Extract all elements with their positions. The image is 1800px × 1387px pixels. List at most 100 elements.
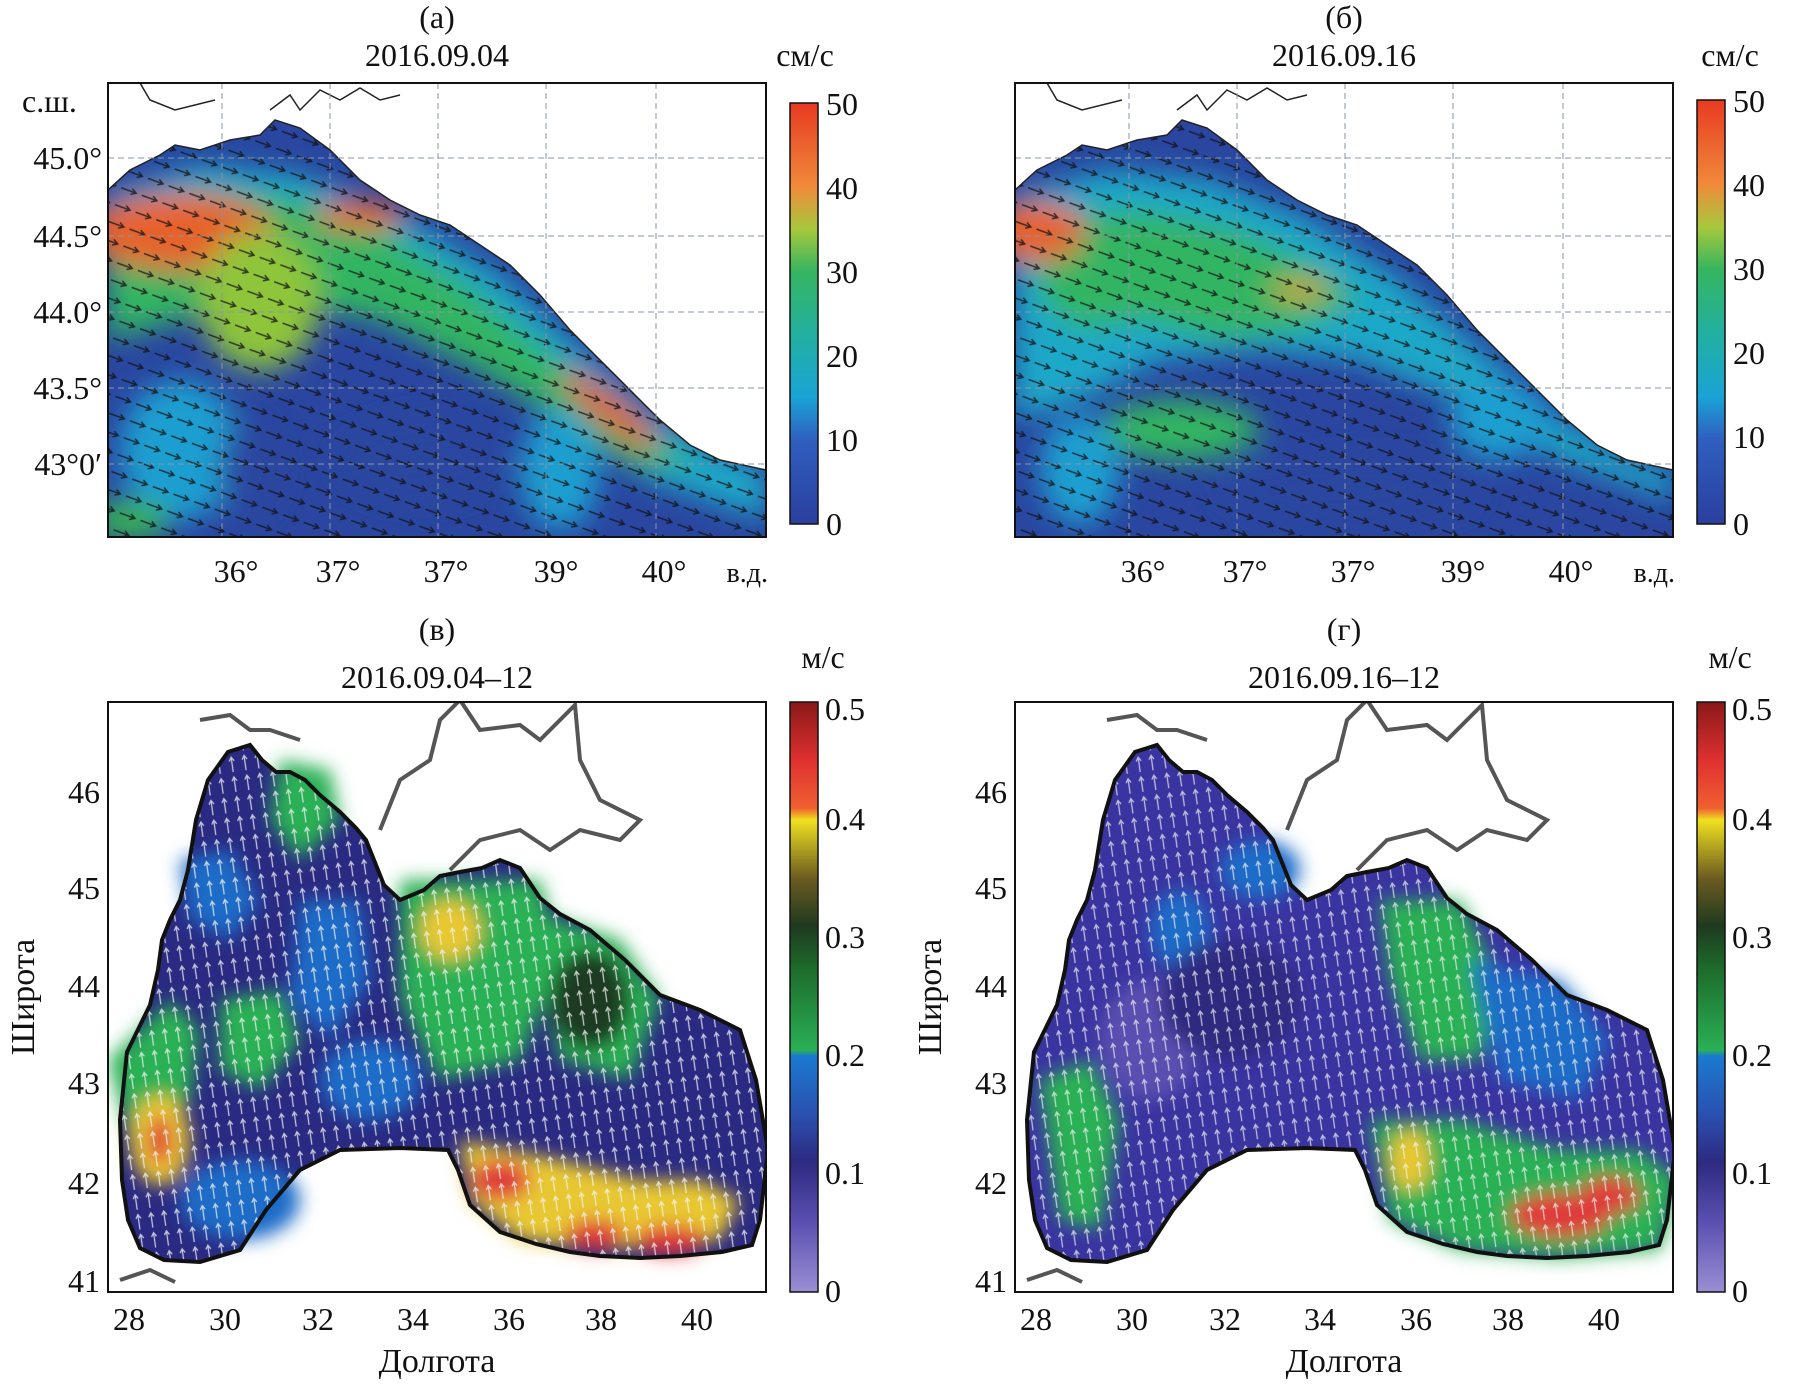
panel-c-xtick-5: 36	[493, 1301, 525, 1337]
panel-c-colorbar-tick-5: 0.1	[825, 1155, 865, 1191]
panel-a-gridlines	[108, 83, 766, 537]
panel-c-colorbar-tick-3: 0.3	[825, 919, 865, 955]
panel-a-xtick-5: 40°	[642, 553, 687, 589]
panel-c-xtick-4: 34	[397, 1301, 429, 1337]
panel-c-ytick-5: 42	[68, 1165, 100, 1201]
panel-b-xtick-1: 36°	[1121, 553, 1166, 589]
panel-b-xtick-2: 37°	[1223, 553, 1268, 589]
panel-c: (в) 2016.09.04–12	[5, 611, 865, 1380]
panel-b-xtick-4: 39°	[1441, 553, 1486, 589]
panel-d-xtick-6: 38	[1492, 1301, 1524, 1337]
panel-a-ytick-3: 44.0°	[33, 294, 102, 330]
panel-b-xtick-5: 40°	[1549, 553, 1594, 589]
panel-b-colorbar-tick-1: 50	[1733, 83, 1765, 119]
panel-c-colorbar-unit: м/с	[801, 639, 844, 675]
panel-b: (б) 2016.09.16	[1014, 0, 1765, 589]
panel-d-colorbar-tick-4: 0.2	[1732, 1037, 1772, 1073]
panel-a-colorbar: см/с 50 40 30 20 10 0	[776, 37, 858, 542]
panel-d-frame	[1014, 701, 1674, 1293]
panel-a-colorbar-tick-4: 20	[826, 338, 858, 374]
panel-b-lon-unit: в.д.	[1634, 558, 1675, 589]
panel-c-colorbar-tick-4: 0.2	[825, 1037, 865, 1073]
panel-d-colorbar-tick-3: 0.3	[1732, 919, 1772, 955]
panel-d-colorbar-tick-5: 0.1	[1732, 1155, 1772, 1191]
panel-a-colorbar-tick-2: 40	[826, 170, 858, 206]
panel-b-frame	[1014, 82, 1674, 538]
panel-c-colorbar-tick-6: 0	[825, 1273, 841, 1309]
panel-d-colorbar: м/с 0.5 0.4 0.3 0.2 0.1 0	[1696, 639, 1772, 1309]
panel-a-colorbar-tick-6: 0	[826, 506, 842, 542]
panel-a-ytick-1: 45.0°	[33, 140, 102, 176]
panel-a-label: (а)	[419, 0, 455, 35]
panel-c-xtick-1: 28	[113, 1301, 145, 1337]
panel-b-colorbar-tick-2: 40	[1733, 167, 1765, 203]
panel-d-ytick-6: 41	[975, 1263, 1007, 1299]
panel-d-colorbar-unit: м/с	[1708, 639, 1751, 675]
panel-c-date: 2016.09.04–12	[341, 659, 533, 695]
panel-a-ytick-5: 43°0′	[34, 446, 102, 482]
panel-a-ytick-2: 44.5°	[33, 218, 102, 254]
panel-d-ytick-2: 45	[975, 870, 1007, 906]
panel-a-ytick-4: 43.5°	[33, 370, 102, 406]
panel-c-ytick-1: 46	[68, 774, 100, 810]
panel-b-xtick-3: 37°	[1331, 553, 1376, 589]
panel-a-colorbar-unit: см/с	[776, 37, 834, 73]
panel-a-colorbar-tick-1: 50	[826, 86, 858, 122]
panel-a-map	[108, 83, 766, 537]
panel-c-ylabel: Широта	[5, 939, 42, 1055]
panel-c-label: (в)	[419, 611, 455, 647]
panel-a-xtick-1: 36°	[214, 553, 259, 589]
panel-a-xtick-3: 37°	[424, 553, 469, 589]
panel-d-map	[1015, 702, 1673, 1292]
panel-d-ylabel: Широта	[912, 939, 949, 1055]
panel-a-date: 2016.09.04	[365, 37, 509, 73]
panel-a-lon-unit: в.д.	[727, 558, 768, 589]
panel-c-xtick-6: 38	[585, 1301, 617, 1337]
panel-d-colorbar-tick-6: 0	[1732, 1273, 1748, 1309]
panel-d-colorbar-tick-2: 0.4	[1732, 801, 1772, 837]
panel-a-colorbar-tick-3: 30	[826, 254, 858, 290]
panel-d-ytick-5: 42	[975, 1165, 1007, 1201]
panel-c-xlabel: Долгота	[379, 1343, 496, 1380]
panel-d-ytick-3: 44	[975, 968, 1007, 1004]
panel-b-label: (б)	[1325, 0, 1363, 35]
panel-d-xtick-4: 34	[1304, 1301, 1336, 1337]
panel-a: (а) 2016.09.04	[22, 0, 858, 589]
panel-d-ytick-4: 43	[975, 1065, 1007, 1101]
panel-d-ytick-1: 46	[975, 774, 1007, 810]
panel-b-colorbar: см/с 50 40 30 20 10 0	[1696, 37, 1765, 542]
panel-c-ytick-2: 45	[68, 870, 100, 906]
panel-d-xlabel: Долгота	[1286, 1343, 1403, 1380]
panel-c-xtick-2: 30	[209, 1301, 241, 1337]
panel-a-xtick-2: 37°	[316, 553, 361, 589]
panel-b-colorbar-tick-5: 10	[1733, 419, 1765, 455]
panel-b-colorbar-unit: см/с	[1701, 37, 1759, 73]
panel-c-ytick-4: 43	[68, 1065, 100, 1101]
panel-c-ytick-6: 41	[68, 1263, 100, 1299]
panel-b-colorbar-tick-3: 30	[1733, 251, 1765, 287]
panel-b-colorbar-tick-6: 0	[1733, 506, 1749, 542]
panel-c-ytick-3: 44	[68, 968, 100, 1004]
panel-a-xtick-4: 39°	[534, 553, 579, 589]
panel-b-date: 2016.09.16	[1272, 37, 1416, 73]
panel-d-label: (г)	[1327, 611, 1361, 647]
panel-d-xtick-3: 32	[1209, 1301, 1241, 1337]
panel-c-colorbar-tick-1: 0.5	[825, 691, 865, 727]
panel-c-colorbar-tick-2: 0.4	[825, 801, 865, 837]
panel-c-xtick-7: 40	[681, 1301, 713, 1337]
panel-a-frame	[107, 82, 767, 538]
panel-c-xtick-3: 32	[302, 1301, 334, 1337]
panel-a-lat-unit: с.ш.	[22, 83, 77, 119]
panel-d-xtick-1: 28	[1020, 1301, 1052, 1337]
panel-b-gridlines	[1015, 83, 1673, 537]
panel-c-frame	[107, 701, 767, 1293]
panel-d-colorbar-tick-1: 0.5	[1732, 691, 1772, 727]
panel-a-colorbar-tick-5: 10	[826, 422, 858, 458]
panel-b-colorbar-tick-4: 20	[1733, 335, 1765, 371]
panel-b-map	[1015, 83, 1673, 537]
panel-d-xtick-5: 36	[1400, 1301, 1432, 1337]
panel-c-colorbar: м/с 0.5 0.4 0.3 0.2 0.1 0	[789, 639, 865, 1309]
panel-d-xtick-2: 30	[1116, 1301, 1148, 1337]
panel-c-map	[108, 702, 766, 1292]
